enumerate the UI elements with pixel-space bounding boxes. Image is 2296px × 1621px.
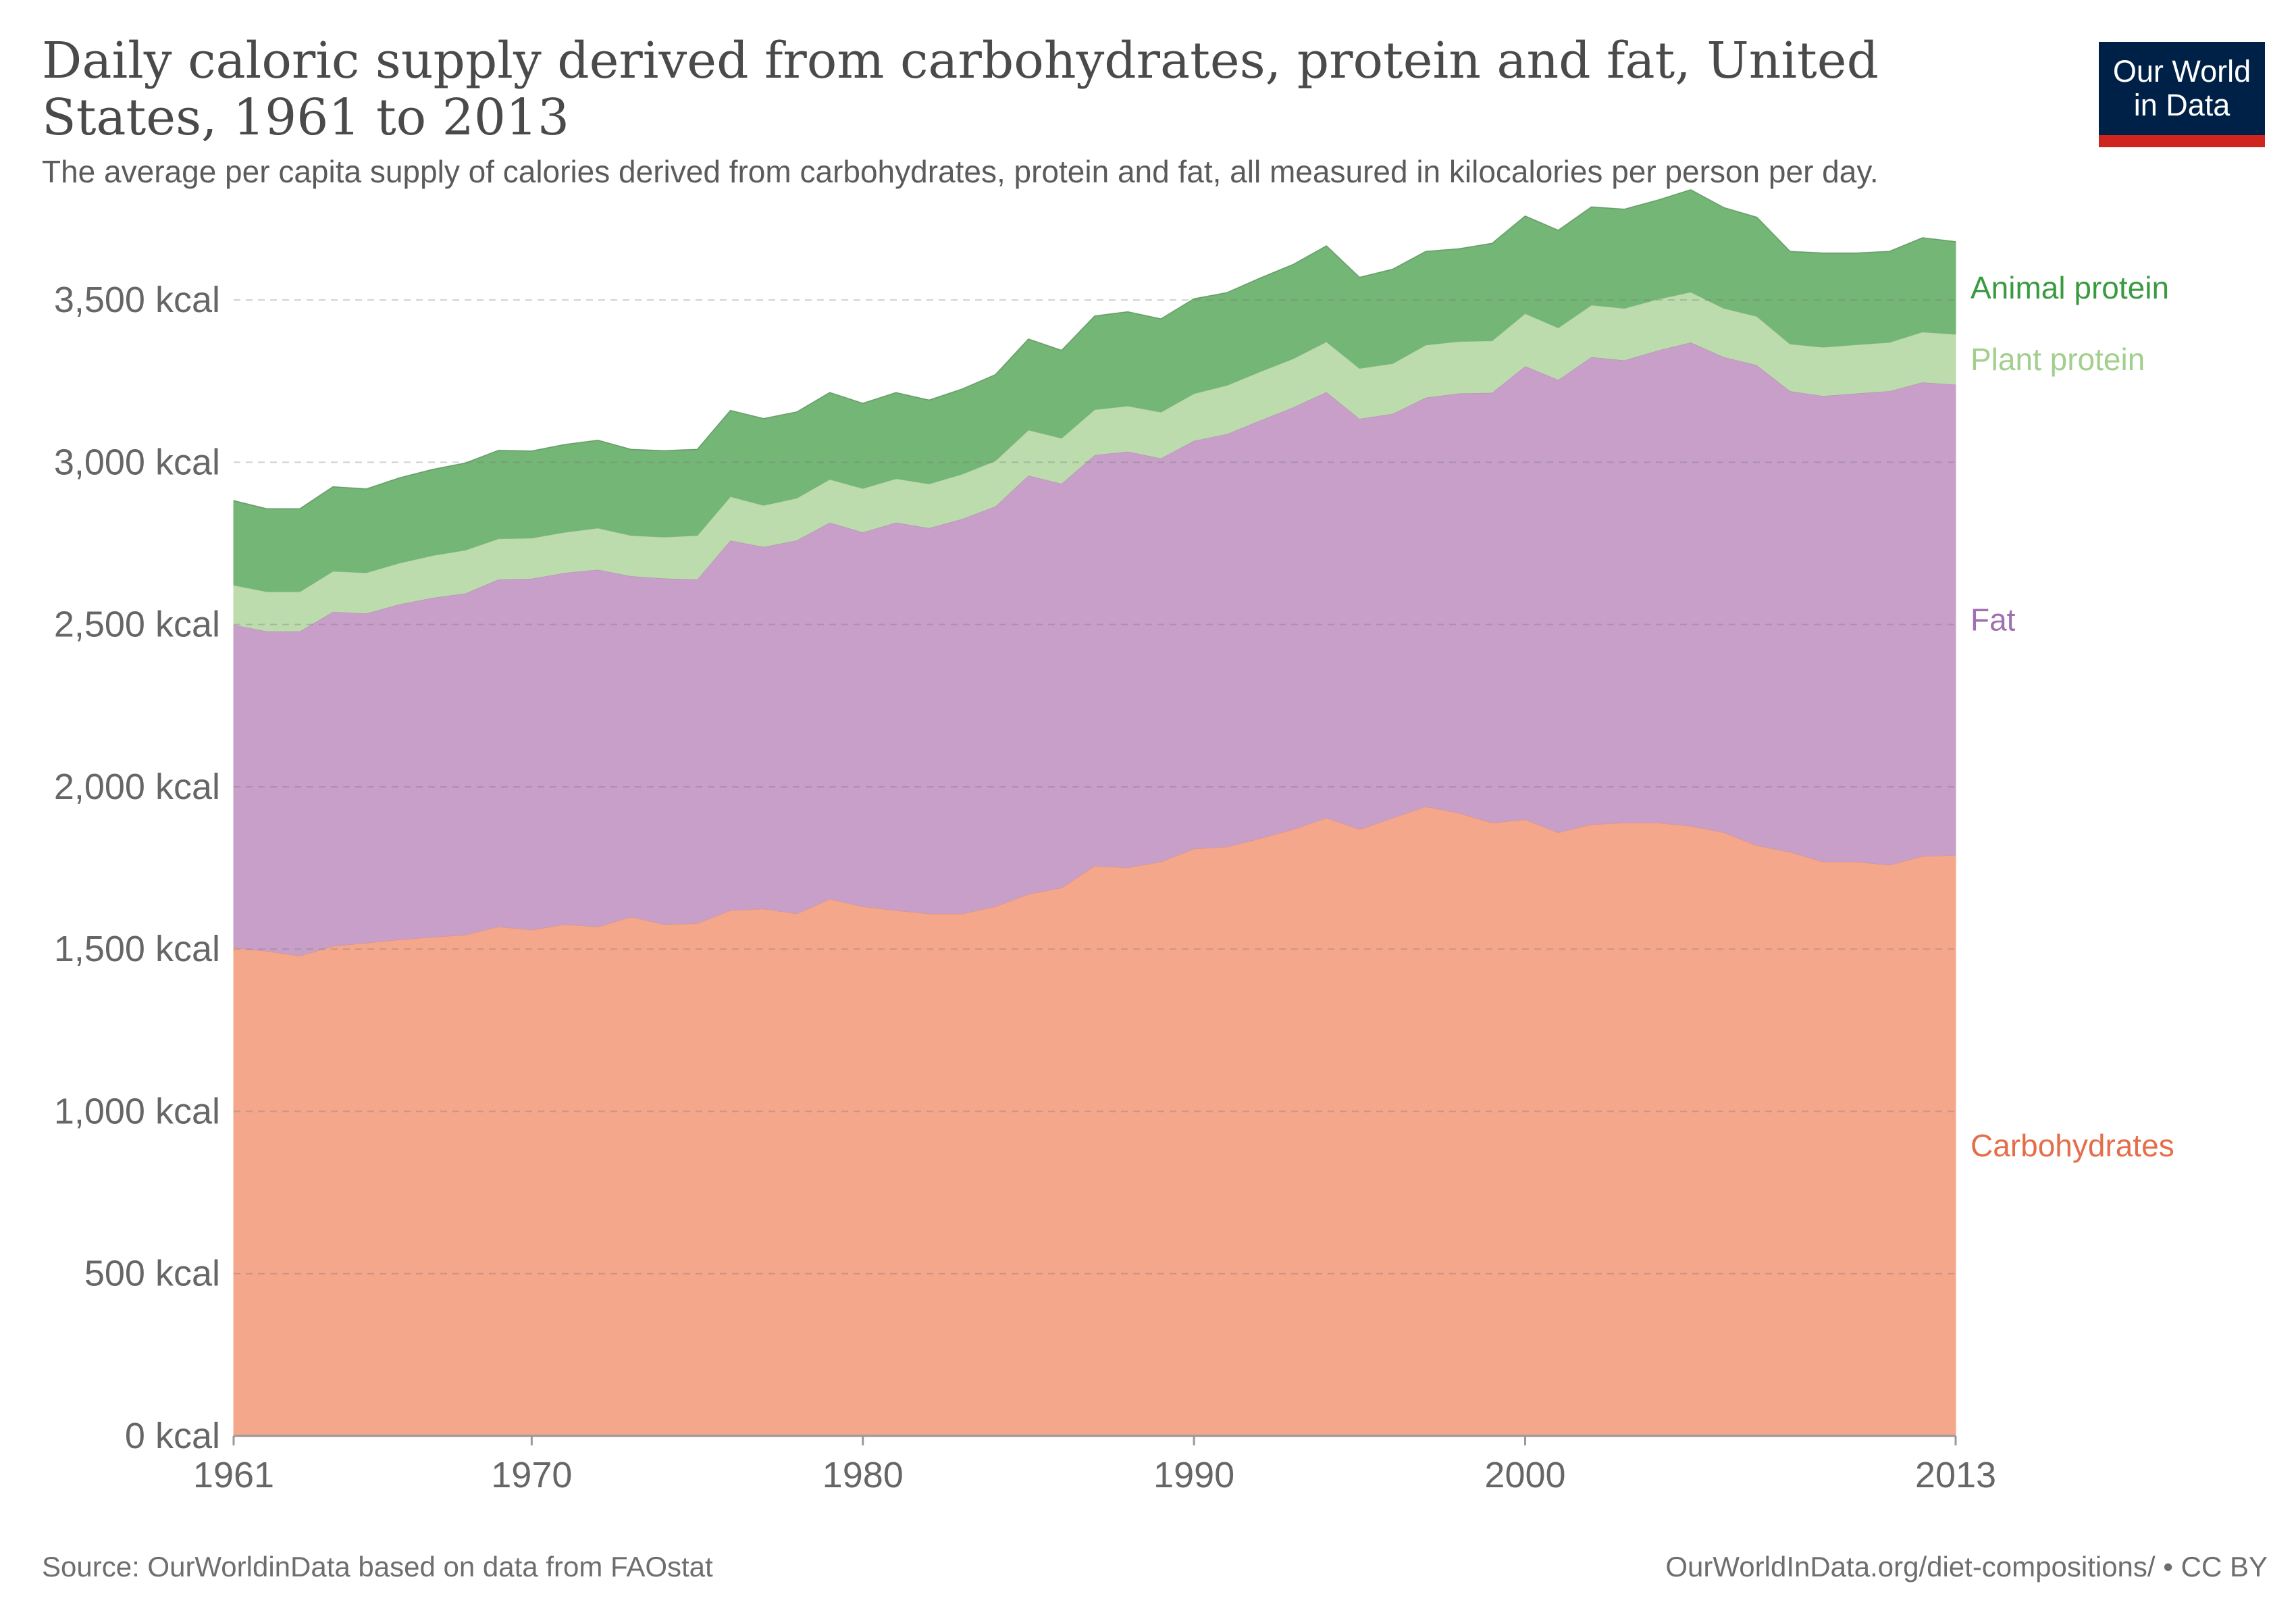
- chart-subtitle: The average per capita supply of calorie…: [42, 154, 1879, 189]
- y-tick-label: 2,000 kcal: [54, 767, 220, 807]
- y-tick-label: 1,500 kcal: [54, 929, 220, 969]
- x-tick-label: 2000: [1484, 1455, 1565, 1495]
- y-tick-label: 3,000 kcal: [54, 442, 220, 482]
- y-tick-label: 0 kcal: [125, 1416, 220, 1456]
- area-layer: [233, 188, 1956, 1437]
- x-tick-label: 1990: [1153, 1455, 1234, 1495]
- logo-line-2: in Data: [2133, 88, 2230, 122]
- x-tick-label: 1980: [823, 1455, 904, 1495]
- area-animal-protein[interactable]: [233, 189, 1956, 592]
- y-tick-label: 3,500 kcal: [54, 280, 220, 320]
- x-tick-label: 2013: [1915, 1455, 1996, 1495]
- logo-line-1: Our World: [2112, 54, 2251, 88]
- axes: 0 kcal 500 kcal 1,000 kcal 1,500 kcal 2,000 …: [54, 280, 1996, 1495]
- logo-accent-bar: [2099, 135, 2265, 147]
- chart-title: Daily caloric supply derived from carboh…: [42, 32, 1879, 147]
- y-tick-label: 1,000 kcal: [54, 1091, 220, 1131]
- series-label-animal-protein[interactable]: Animal protein: [1971, 270, 2169, 305]
- series-label-fat[interactable]: Fat: [1971, 602, 2016, 637]
- x-tick-label: 1970: [491, 1455, 572, 1495]
- area-edge-animal-protein: [233, 188, 1956, 510]
- y-tick-label: 500 kcal: [84, 1254, 220, 1294]
- y-tick-label: 2,500 kcal: [54, 604, 220, 645]
- series-label-carbohydrates[interactable]: Carbohydrates: [1971, 1128, 2174, 1163]
- source-note: Source: OurWorldinData based on data fro…: [42, 1551, 713, 1583]
- series-label-plant-protein[interactable]: Plant protein: [1971, 342, 2145, 377]
- x-tick-label: 1961: [193, 1455, 274, 1495]
- source-link[interactable]: OurWorldInData.org/diet-compositions/ • …: [1665, 1551, 2268, 1583]
- series-labels: Carbohydrates Fat Plant protein Animal prot…: [1971, 270, 2174, 1163]
- owid-logo[interactable]: Our World in Data: [2099, 42, 2265, 147]
